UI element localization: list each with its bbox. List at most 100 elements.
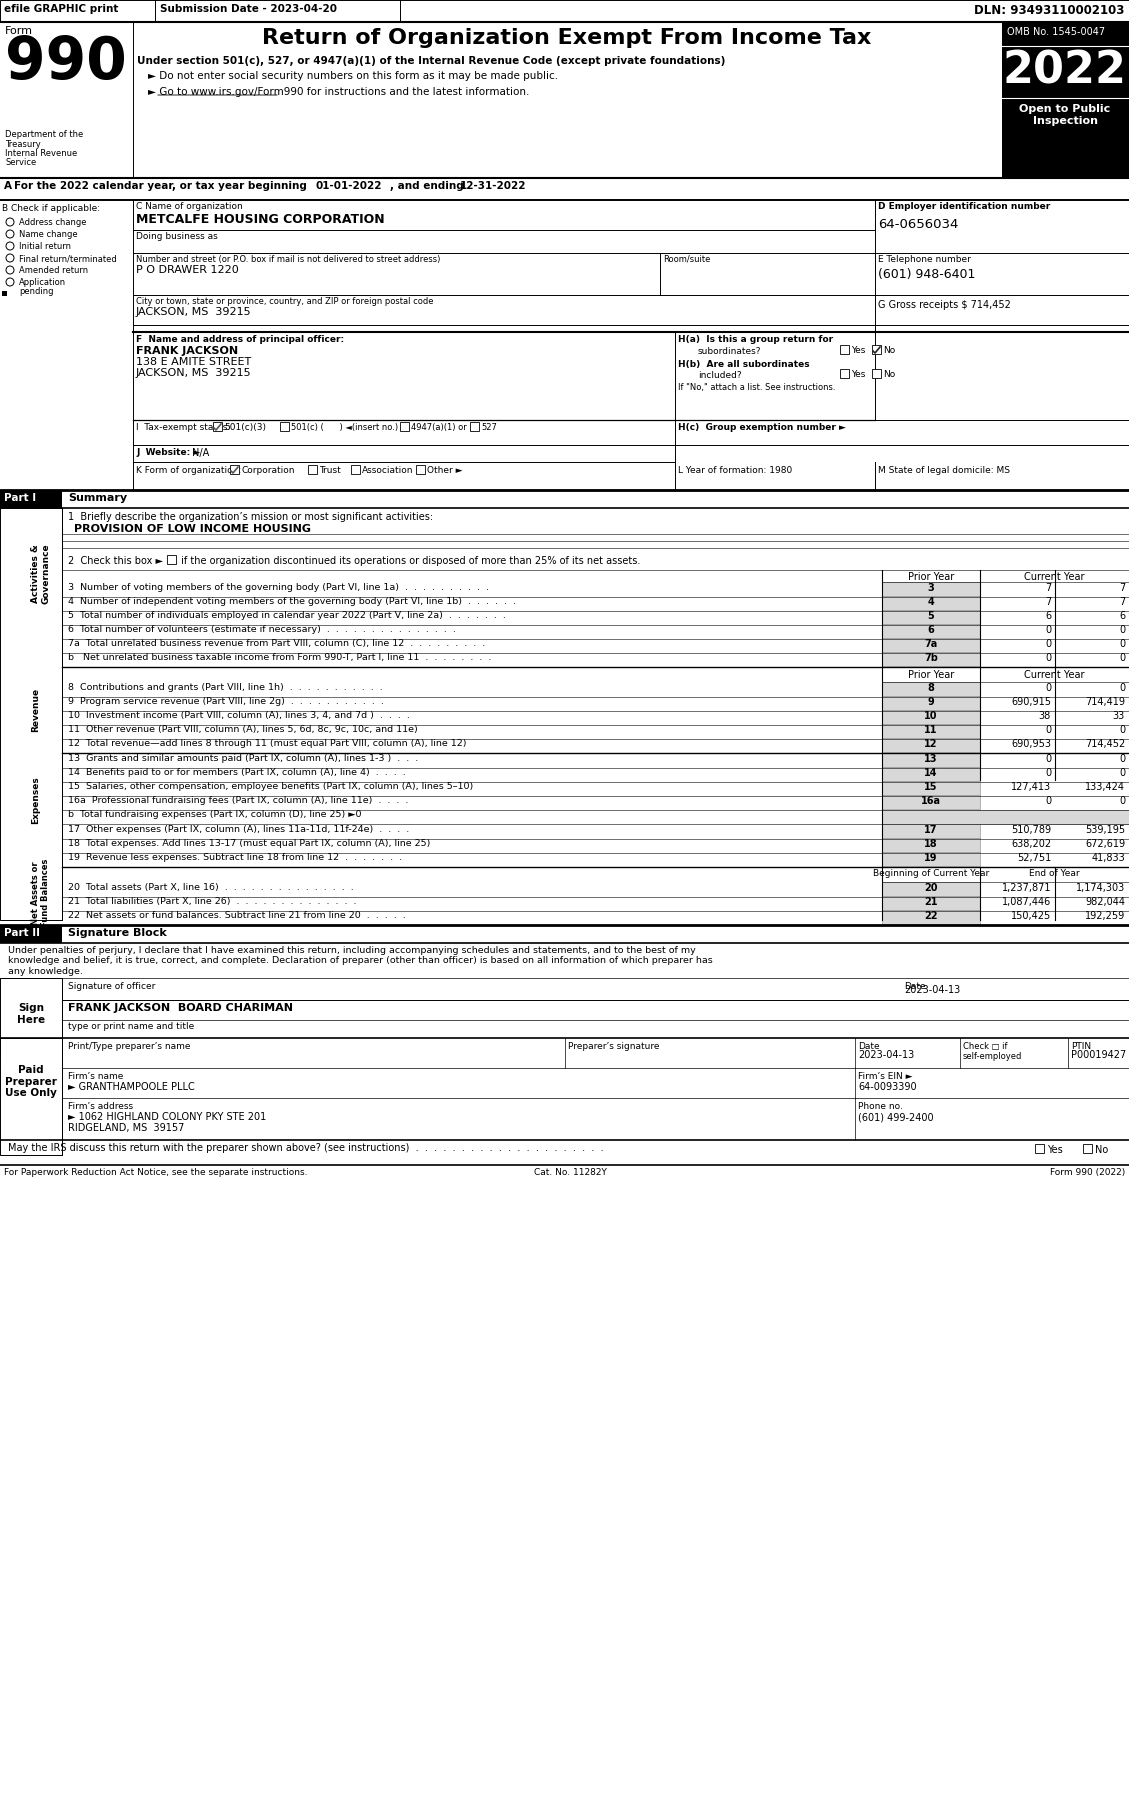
Text: 133,424: 133,424: [1085, 782, 1124, 793]
Bar: [882, 753, 980, 767]
Text: 2022: 2022: [1003, 51, 1127, 93]
Text: K Form of organization:: K Form of organization:: [135, 466, 242, 475]
Text: H(a)  Is this a group return for: H(a) Is this a group return for: [679, 336, 833, 345]
Bar: [882, 697, 980, 709]
Text: 1  Briefly describe the organization’s mission or most significant activities:: 1 Briefly describe the organization’s mi…: [68, 512, 434, 522]
Text: type or print name and title: type or print name and title: [68, 1021, 194, 1030]
Text: 501(c)(3): 501(c)(3): [224, 423, 266, 432]
Bar: [0, 1038, 62, 1156]
Text: 501(c) (      ) ◄(insert no.): 501(c) ( ) ◄(insert no.): [291, 423, 399, 432]
Bar: [882, 639, 980, 651]
Text: Paid
Preparer
Use Only: Paid Preparer Use Only: [5, 1065, 56, 1097]
Bar: [415, 464, 425, 473]
Text: 19  Revenue less expenses. Subtract line 18 from line 12  .  .  .  .  .  .  .: 19 Revenue less expenses. Subtract line …: [68, 853, 402, 862]
Text: 20: 20: [925, 883, 938, 892]
Text: Name change: Name change: [19, 230, 78, 239]
Text: 52,751: 52,751: [1017, 853, 1051, 863]
Text: 714,452: 714,452: [1085, 738, 1124, 749]
Text: OMB No. 1545-0047: OMB No. 1545-0047: [1007, 27, 1105, 36]
Text: 10: 10: [925, 711, 938, 720]
Text: 982,044: 982,044: [1085, 896, 1124, 907]
Text: 11  Other revenue (Part VIII, column (A), lines 5, 6d, 8c, 9c, 10c, and 11e): 11 Other revenue (Part VIII, column (A),…: [68, 726, 418, 735]
Bar: [1003, 22, 1129, 178]
Text: B Check if applicable:: B Check if applicable:: [2, 203, 100, 212]
Text: 690,953: 690,953: [1010, 738, 1051, 749]
Text: Open to Public: Open to Public: [1019, 103, 1111, 114]
Bar: [351, 464, 360, 473]
Text: No: No: [1095, 1145, 1109, 1156]
Text: 1,087,446: 1,087,446: [1001, 896, 1051, 907]
Text: 3  Number of voting members of the governing body (Part VI, line 1a)  .  .  .  .: 3 Number of voting members of the govern…: [68, 582, 489, 591]
Bar: [882, 597, 980, 610]
Text: 12: 12: [925, 738, 938, 749]
Text: 15: 15: [925, 782, 938, 793]
Text: 20  Total assets (Part X, line 16)  .  .  .  .  .  .  .  .  .  .  .  .  .  .  .: 20 Total assets (Part X, line 16) . . . …: [68, 883, 353, 892]
Bar: [1035, 1145, 1044, 1154]
Bar: [308, 464, 317, 473]
Text: 13  Grants and similar amounts paid (Part IX, column (A), lines 1-3 )  .  .  .: 13 Grants and similar amounts paid (Part…: [68, 755, 418, 764]
Bar: [0, 508, 62, 920]
Text: 7a: 7a: [925, 639, 937, 649]
Text: RIDGELAND, MS  39157: RIDGELAND, MS 39157: [68, 1123, 184, 1134]
Text: Application: Application: [19, 278, 67, 287]
Text: Current Year: Current Year: [1024, 571, 1084, 582]
Text: 0: 0: [1119, 653, 1124, 662]
Text: For the 2022 calendar year, or tax year beginning: For the 2022 calendar year, or tax year …: [14, 181, 307, 190]
Text: Final return/terminated: Final return/terminated: [19, 254, 116, 263]
Text: 13: 13: [925, 755, 938, 764]
Text: Submission Date - 2023-04-20: Submission Date - 2023-04-20: [160, 4, 336, 15]
Text: Form: Form: [5, 25, 33, 36]
Text: A: A: [5, 181, 12, 190]
Text: 0: 0: [1119, 684, 1124, 693]
Text: 672,619: 672,619: [1085, 840, 1124, 849]
Text: 38: 38: [1039, 711, 1051, 720]
Text: 714,419: 714,419: [1085, 697, 1124, 707]
Text: JACKSON, MS  39215: JACKSON, MS 39215: [135, 368, 252, 377]
Text: 16a: 16a: [921, 796, 940, 805]
Text: Yes: Yes: [851, 346, 865, 356]
Text: N/A: N/A: [192, 448, 209, 457]
Text: 192,259: 192,259: [1085, 911, 1124, 922]
Text: 990: 990: [5, 34, 126, 91]
Text: Check □ if
self-employed: Check □ if self-employed: [963, 1041, 1023, 1061]
Text: P00019427: P00019427: [1071, 1050, 1127, 1059]
Text: I  Tax-exempt status:: I Tax-exempt status:: [135, 423, 230, 432]
Bar: [882, 651, 980, 666]
Text: Firm’s address: Firm’s address: [68, 1101, 133, 1110]
Text: 64-0656034: 64-0656034: [878, 218, 959, 230]
Text: May the IRS discuss this return with the preparer shown above? (see instructions: May the IRS discuss this return with the…: [8, 1143, 604, 1154]
Text: DLN: 93493110002103: DLN: 93493110002103: [973, 4, 1124, 16]
Text: 12  Total revenue—add lines 8 through 11 (must equal Part VIII, column (A), line: 12 Total revenue—add lines 8 through 11 …: [68, 738, 466, 747]
Text: Service: Service: [5, 158, 36, 167]
Text: FRANK JACKSON: FRANK JACKSON: [135, 346, 238, 356]
Text: H(c)  Group exemption number ►: H(c) Group exemption number ►: [679, 423, 846, 432]
Text: Net Assets or
Fund Balances: Net Assets or Fund Balances: [30, 858, 51, 927]
Bar: [2, 290, 7, 296]
Text: 6: 6: [928, 626, 935, 635]
Text: 0: 0: [1119, 755, 1124, 764]
Text: 7: 7: [1119, 582, 1124, 593]
Text: Activities &
Governance: Activities & Governance: [30, 544, 51, 604]
Text: Cat. No. 11282Y: Cat. No. 11282Y: [534, 1168, 606, 1177]
Text: 12-31-2022: 12-31-2022: [460, 181, 526, 190]
Text: Form 990 (2022): Form 990 (2022): [1050, 1168, 1124, 1177]
Text: 150,425: 150,425: [1010, 911, 1051, 922]
Text: 6  Total number of volunteers (estimate if necessary)  .  .  .  .  .  .  .  .  .: 6 Total number of volunteers (estimate i…: [68, 626, 456, 635]
Text: Prior Year: Prior Year: [908, 571, 954, 582]
Text: 0: 0: [1044, 767, 1051, 778]
Text: efile GRAPHIC print: efile GRAPHIC print: [5, 4, 119, 15]
Text: H(b)  Are all subordinates: H(b) Are all subordinates: [679, 359, 809, 368]
Text: 64-0093390: 64-0093390: [858, 1081, 917, 1092]
Text: 17: 17: [925, 825, 938, 834]
Text: 527: 527: [481, 423, 497, 432]
Bar: [470, 423, 479, 432]
Text: Part I: Part I: [5, 493, 36, 502]
Text: Room/suite: Room/suite: [663, 256, 710, 265]
Text: Trust: Trust: [320, 466, 341, 475]
Bar: [882, 610, 980, 624]
Text: 510,789: 510,789: [1010, 825, 1051, 834]
Text: Amended return: Amended return: [19, 267, 88, 276]
Text: 0: 0: [1119, 796, 1124, 805]
Text: C Name of organization: C Name of organization: [135, 201, 243, 210]
Text: 11: 11: [925, 726, 938, 735]
